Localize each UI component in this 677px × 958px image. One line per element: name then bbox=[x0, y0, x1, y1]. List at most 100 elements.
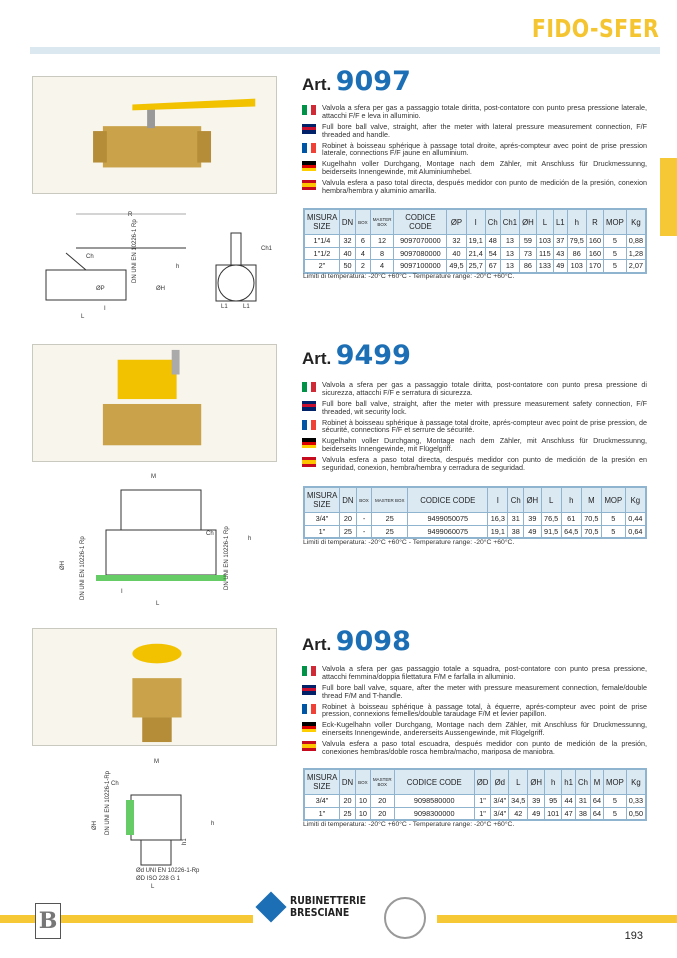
table-cell: 59 bbox=[519, 234, 537, 248]
description-text: Robinet à boisseau sphérique à passage t… bbox=[322, 701, 647, 719]
italy-flag-icon bbox=[302, 382, 317, 392]
france-flag-icon bbox=[302, 142, 317, 153]
table-cell: 91,5 bbox=[540, 524, 562, 538]
column-header: DN bbox=[338, 209, 357, 235]
table-cell: 5 bbox=[603, 806, 627, 820]
temperature-note: Limiti di temperatura: -20°C +60°C - Tem… bbox=[303, 539, 515, 546]
table-cell: 86 bbox=[566, 246, 587, 260]
column-header: ØD bbox=[473, 769, 492, 795]
table-cell: - bbox=[355, 524, 373, 538]
table-cell: 39 bbox=[523, 512, 542, 526]
table-cell: 25 bbox=[338, 524, 357, 538]
table-row: 1" 25-25 9499060075 19,1 38 49 91,5 64,5 70,5 5 0,… bbox=[304, 524, 647, 538]
table-cell: 10 bbox=[355, 806, 371, 820]
column-header: Ch bbox=[484, 209, 501, 235]
drawing-label: ØP bbox=[96, 286, 105, 292]
table-cell: 12 bbox=[369, 234, 395, 248]
drawing-label: L bbox=[81, 314, 85, 320]
table-cell: 44 bbox=[561, 794, 576, 808]
drawing-label: ØD ISO 228 G 1 bbox=[136, 876, 181, 882]
column-header: CODICE CODE bbox=[407, 487, 489, 513]
table-cell: 13 bbox=[499, 246, 521, 260]
description-germany: Eck-Kugelhahn voller Durchgang, Montage … bbox=[302, 721, 647, 737]
drawing-label: Ch bbox=[86, 254, 94, 260]
uk-flag-icon bbox=[302, 684, 316, 695]
column-header: Ød bbox=[490, 769, 510, 795]
table-cell: 20 bbox=[369, 806, 395, 820]
column-header: ØH bbox=[519, 209, 537, 235]
table-cell: 13 bbox=[499, 234, 521, 248]
table-cell: 1,28 bbox=[625, 246, 647, 260]
table-cell: 20 bbox=[369, 794, 395, 808]
article-heading: Art. 9098 bbox=[302, 626, 411, 657]
table-cell: 31 bbox=[507, 512, 525, 526]
table-cell: 39 bbox=[527, 794, 546, 808]
table-cell: 3/4" bbox=[490, 794, 510, 808]
table-cell: 19,1 bbox=[465, 234, 486, 248]
table-cell: 9499060075 bbox=[407, 524, 489, 538]
technical-drawing-9098: M Ch h ØH DN UNI EN 10226-1-Rp h1 Ød UNI EN 10… bbox=[92, 759, 214, 890]
table-cell: 1"1/4 bbox=[304, 234, 340, 248]
description-text: Valvula esfera a paso total directa, des… bbox=[322, 455, 647, 472]
table-cell: 25 bbox=[371, 512, 409, 526]
iso-certification-seal bbox=[384, 897, 426, 939]
column-header: L bbox=[508, 769, 529, 795]
drawing-label: M bbox=[154, 759, 159, 765]
footer-bar-right bbox=[437, 915, 677, 923]
spain-flag-icon bbox=[302, 741, 316, 752]
drawing-label: Ch bbox=[111, 781, 119, 787]
table-cell: 13 bbox=[499, 259, 521, 273]
drawing-label: I bbox=[104, 306, 106, 312]
table-cell: 32 bbox=[446, 234, 467, 248]
spain-flag-icon bbox=[302, 457, 316, 468]
table-cell: 1" bbox=[304, 524, 340, 538]
table-cell: 50 bbox=[338, 259, 357, 273]
table-cell: 2" bbox=[304, 259, 340, 273]
description-uk: Full bore ball valve, square, after the … bbox=[302, 683, 647, 700]
table-cell: 38 bbox=[507, 524, 525, 538]
table-cell: 103 bbox=[535, 234, 554, 248]
table-cell: 64,5 bbox=[560, 524, 582, 538]
drawing-label: R bbox=[128, 212, 133, 218]
column-header: MOP bbox=[603, 769, 627, 795]
table-cell: 42 bbox=[508, 806, 529, 820]
drawing-label: DN UNI EN 10226-1 Rp bbox=[80, 536, 86, 600]
column-header: I bbox=[465, 209, 486, 235]
column-header: R bbox=[585, 209, 605, 235]
column-header: h1 bbox=[561, 769, 576, 795]
table-cell: 103 bbox=[566, 259, 587, 273]
column-header: L bbox=[540, 487, 562, 513]
table-cell: 20 bbox=[338, 512, 357, 526]
table-cell: 34,5 bbox=[508, 794, 529, 808]
drawing-label: h bbox=[211, 821, 214, 827]
spec-table: MISURA SIZE DN BOX MASTER BOX CODICE CODE ØP I… bbox=[303, 208, 647, 274]
column-header: Kg bbox=[624, 487, 647, 513]
description-text: Full bore ball valve, straight, after th… bbox=[322, 398, 647, 416]
table-cell: 49 bbox=[552, 259, 568, 273]
description-italy: Valvola a sfera per gas a passaggio tota… bbox=[302, 381, 647, 397]
drawing-label: DN UNI EN 10226-1 Rp bbox=[132, 219, 138, 283]
column-header: L bbox=[535, 209, 554, 235]
description-uk: Full bore ball valve, straight, after th… bbox=[302, 398, 647, 416]
table-row: 2" 50 2 4 9097100000 49,5 25,7 67 13 86 133 49 103 17… bbox=[304, 259, 647, 273]
header-bar bbox=[30, 47, 660, 54]
description-germany: Kugelhahn voller Durchgang, Montage nach… bbox=[302, 160, 647, 176]
table-row: 1"1/2 40 4 8 9097080000 40 21,4 54 13 73 115 43 86 16… bbox=[304, 246, 647, 260]
table-cell: 4 bbox=[369, 259, 395, 273]
description-spain: Valvula esfera a paso total directa, des… bbox=[302, 456, 647, 472]
temperature-note: Limiti di temperatura: -20°C +60°C - Tem… bbox=[303, 273, 515, 280]
table-cell: 21,4 bbox=[465, 246, 486, 260]
table-row: 1" 25 10 20 9098300000 1" 3/4" 42 49 101 47 38 64 5 0,… bbox=[304, 806, 647, 820]
table-cell: 32 bbox=[338, 234, 357, 248]
table-cell: 9097100000 bbox=[393, 259, 448, 273]
column-header: MISURA SIZE bbox=[304, 209, 340, 235]
spec-table: MISURA SIZE DN BOX MASTER BOX CODICE CODE ØD Ø… bbox=[303, 768, 647, 821]
table-cell: 6 bbox=[355, 234, 371, 248]
table-cell: 0,33 bbox=[625, 794, 647, 808]
descriptions: Valvola a sfera per gas passaggio totale… bbox=[302, 665, 647, 759]
france-flag-icon bbox=[302, 419, 317, 430]
table-cell: 79,5 bbox=[566, 234, 587, 248]
germany-flag-icon bbox=[302, 722, 316, 733]
drawing-label: L bbox=[151, 884, 155, 890]
temperature-note: Limiti di temperatura: -20°C +60°C - Tem… bbox=[303, 821, 515, 828]
